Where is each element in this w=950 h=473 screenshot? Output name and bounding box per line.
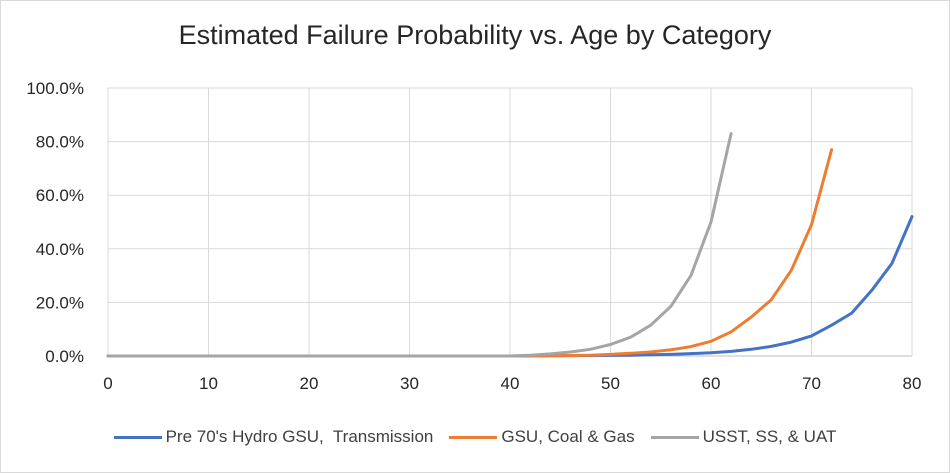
legend-label: Pre 70's Hydro GSU, Transmission <box>165 427 434 446</box>
x-tick-label: 40 <box>501 374 520 393</box>
legend-item-3: USST, SS, & UAT <box>650 427 837 447</box>
x-tick-label: 0 <box>103 374 112 393</box>
x-tick-label: 30 <box>400 374 419 393</box>
series-line-3 <box>106 132 733 358</box>
legend-item-1: Pre 70's Hydro GSU, Transmission <box>113 427 434 447</box>
chart-legend: Pre 70's Hydro GSU, Transmission GSU, Coa… <box>0 424 950 450</box>
x-tick-label: 50 <box>601 374 620 393</box>
y-tick-label: 80.0% <box>36 133 84 152</box>
x-tick-label: 60 <box>702 374 721 393</box>
legend-swatch <box>113 435 162 439</box>
legend-swatch <box>650 435 699 439</box>
chart-title: Estimated Failure Probability vs. Age by… <box>178 20 772 50</box>
legend-swatch <box>449 435 498 439</box>
x-tick-label: 20 <box>300 374 319 393</box>
x-tick-label: 10 <box>199 374 218 393</box>
x-tick-label: 70 <box>802 374 821 393</box>
legend-label: GSU, Coal & Gas <box>501 427 635 446</box>
legend-item-2: GSU, Coal & Gas <box>449 427 635 447</box>
y-tick-label: 60.0% <box>36 186 84 205</box>
y-tick-label: 100.0% <box>26 79 84 98</box>
y-tick-label: 20.0% <box>36 293 84 312</box>
y-tick-label: 0.0% <box>45 347 84 366</box>
y-tick-label: 40.0% <box>36 240 84 259</box>
legend-label: USST, SS, & UAT <box>702 427 837 446</box>
series-line-2 <box>106 148 834 358</box>
x-tick-label: 80 <box>903 374 922 393</box>
